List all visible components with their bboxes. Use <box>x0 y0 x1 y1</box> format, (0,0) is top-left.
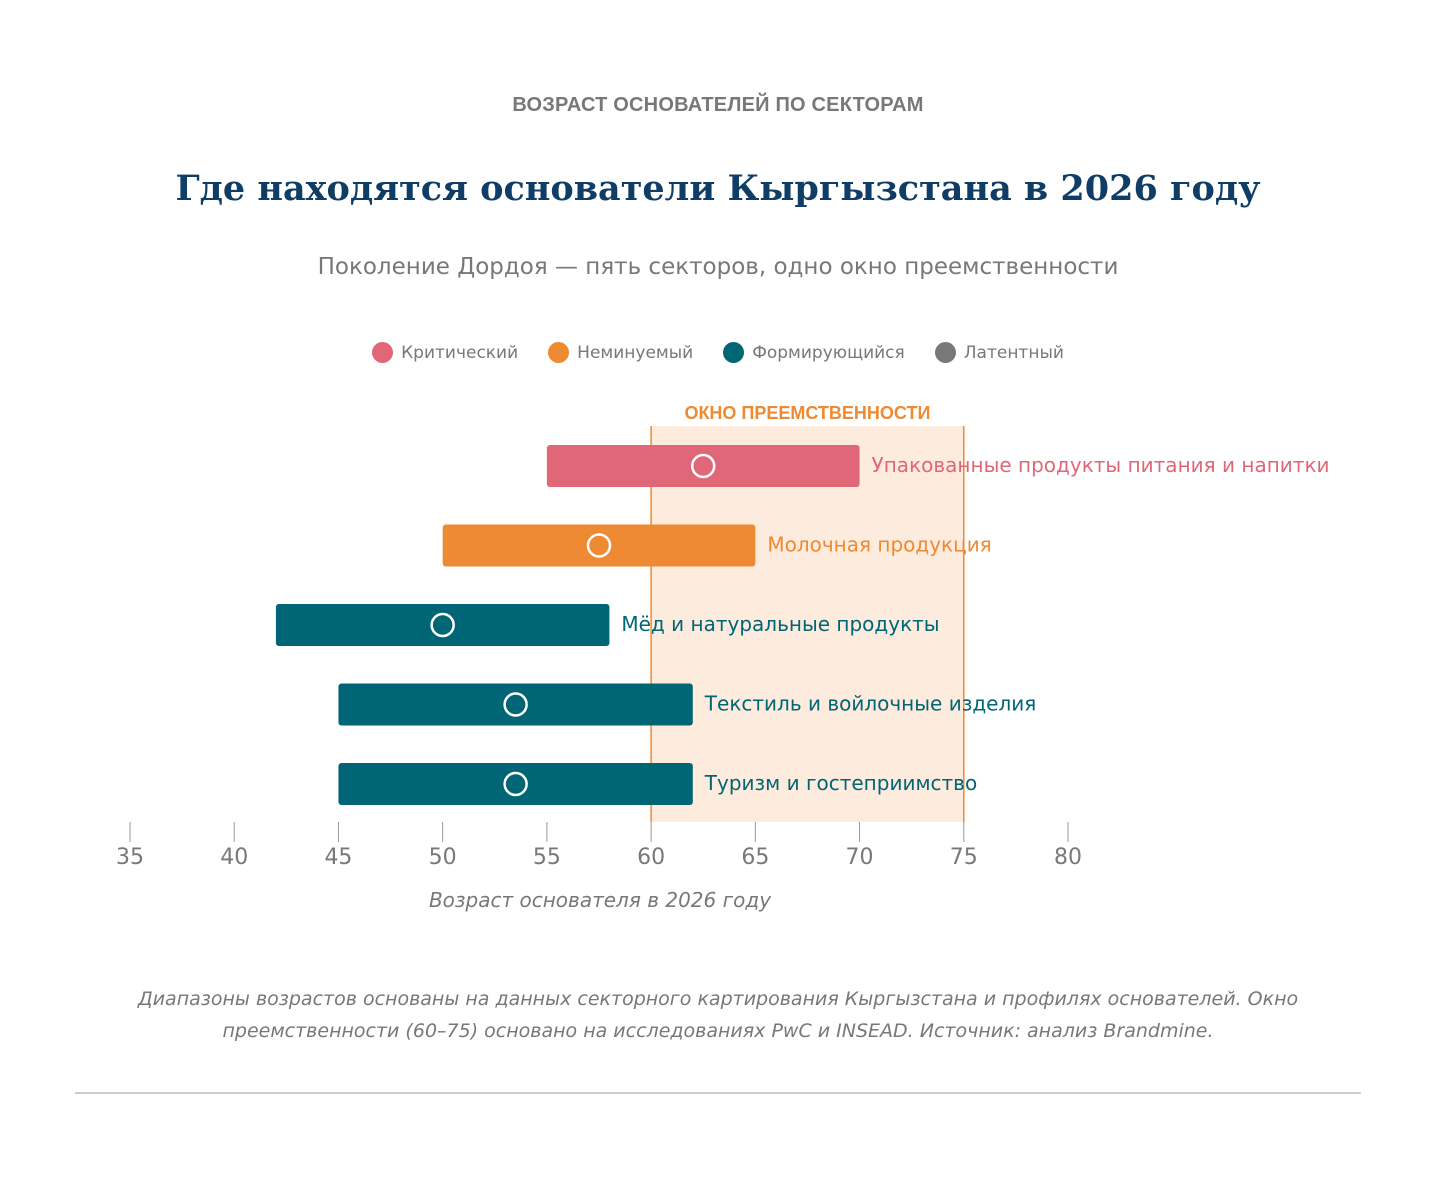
sector-label: Упакованные продукты питания и напитки <box>872 453 1330 477</box>
median-marker <box>690 453 716 479</box>
chart-eyebrow: ВОЗРАСТ ОСНОВАТЕЛЕЙ ПО СЕКТОРАМ <box>512 94 924 116</box>
legend-label: Формирующийся <box>752 342 905 363</box>
legend-item-critical: Критический <box>372 342 518 363</box>
median-marker <box>586 533 612 558</box>
window-band <box>651 426 964 822</box>
x-axis-label: Возраст основателя в 2026 году <box>429 888 772 912</box>
sector-label: Мёд и натуральные продукты <box>621 612 939 636</box>
range-chart: ОКНО ПРЕЕМСТВЕННОСТИ Упакованные продукты… <box>116 403 1330 912</box>
x-tick-label: 55 <box>533 845 561 870</box>
legend-label: Критический <box>401 342 519 363</box>
footnote: Диапазоны возрастов основаны на данных с… <box>137 988 1299 1042</box>
window-label: ОКНО ПРЕЕМСТВЕННОСТИ <box>684 403 930 423</box>
range-bar <box>275 604 610 646</box>
range-bar <box>442 524 756 567</box>
x-tick-label: 45 <box>324 845 352 870</box>
median-marker <box>503 771 528 797</box>
legend-marker <box>548 342 570 363</box>
legend-item-imminent: Неминуемый <box>548 342 693 363</box>
range-bar <box>546 445 860 487</box>
median-marker <box>430 612 455 638</box>
legend-item-emerging: Формирующийся <box>723 342 905 363</box>
x-tick-label: 60 <box>637 845 665 870</box>
x-tick-label: 75 <box>950 845 978 870</box>
chart-title: Где находятся основатели Кыргызстана в 2… <box>175 168 1261 209</box>
legend-item-latent: Латентный <box>934 342 1064 363</box>
sector-label: Туризм и гостеприимство <box>704 771 977 795</box>
legend-marker <box>723 342 745 363</box>
x-tick-label: 65 <box>741 845 769 870</box>
x-tick-label: 80 <box>1054 845 1082 870</box>
legend-label: Латентный <box>963 342 1064 363</box>
legend: Критический Неминуемый Формирующийся Лат… <box>0 342 1436 363</box>
x-tick-label: 35 <box>116 845 144 870</box>
divider <box>75 1092 1361 1094</box>
x-tick-label: 50 <box>429 845 457 870</box>
sector-label: Молочная продукция <box>767 533 991 557</box>
x-tick-label: 70 <box>846 845 874 870</box>
legend-marker <box>934 342 956 363</box>
chart-subtitle: Поколение Дордоя — пять секторов, одно о… <box>317 254 1119 280</box>
legend-marker <box>372 342 394 363</box>
range-bar <box>338 683 693 726</box>
legend-label: Неминуемый <box>577 342 694 363</box>
range-bar <box>338 763 693 805</box>
sector-label: Текстиль и войлочные изделия <box>704 692 1037 716</box>
median-marker <box>503 692 528 717</box>
x-tick-label: 40 <box>220 845 248 870</box>
